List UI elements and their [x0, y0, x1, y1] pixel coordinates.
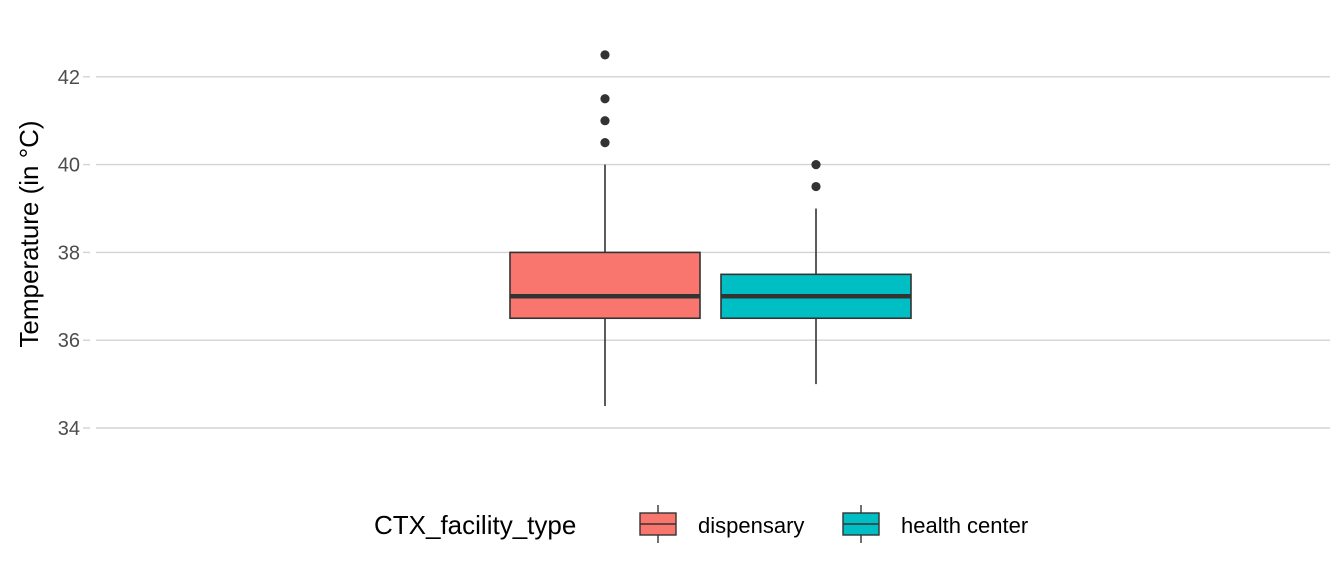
box-health-center: [720, 160, 912, 385]
outlier-point-dispensary: [600, 94, 610, 104]
y-axis-tick-labels: 34 36 38 40 42: [58, 67, 90, 440]
iqr-box-dispensary: [509, 251, 701, 320]
outlier-point-dispensary: [600, 116, 610, 126]
gridlines: [96, 76, 1330, 429]
outlier-point-health-center: [811, 181, 821, 192]
box-dispensary: [509, 50, 701, 407]
legend: CTX_facility_type dispensary health cente…: [374, 505, 1028, 543]
legend-key-health-center: health center: [842, 505, 1028, 543]
y-tick-label-34: 34: [58, 418, 80, 440]
plot-panel: [509, 50, 912, 407]
legend-label-health-center: health center: [901, 513, 1028, 538]
y-tick-label-36: 36: [58, 330, 80, 352]
legend-label-dispensary: dispensary: [698, 513, 804, 538]
outlier-point-health-center: [811, 160, 821, 170]
legend-key-dispensary: dispensary: [639, 505, 804, 543]
outlier-point-dispensary: [600, 50, 610, 60]
y-tick-label-40: 40: [58, 155, 80, 177]
legend-title: CTX_facility_type: [374, 510, 576, 540]
outlier-point-dispensary: [600, 138, 610, 148]
y-tick-label-42: 42: [58, 67, 80, 89]
y-axis-title: Temperature (in °C): [14, 120, 44, 347]
y-tick-label-38: 38: [58, 242, 80, 264]
